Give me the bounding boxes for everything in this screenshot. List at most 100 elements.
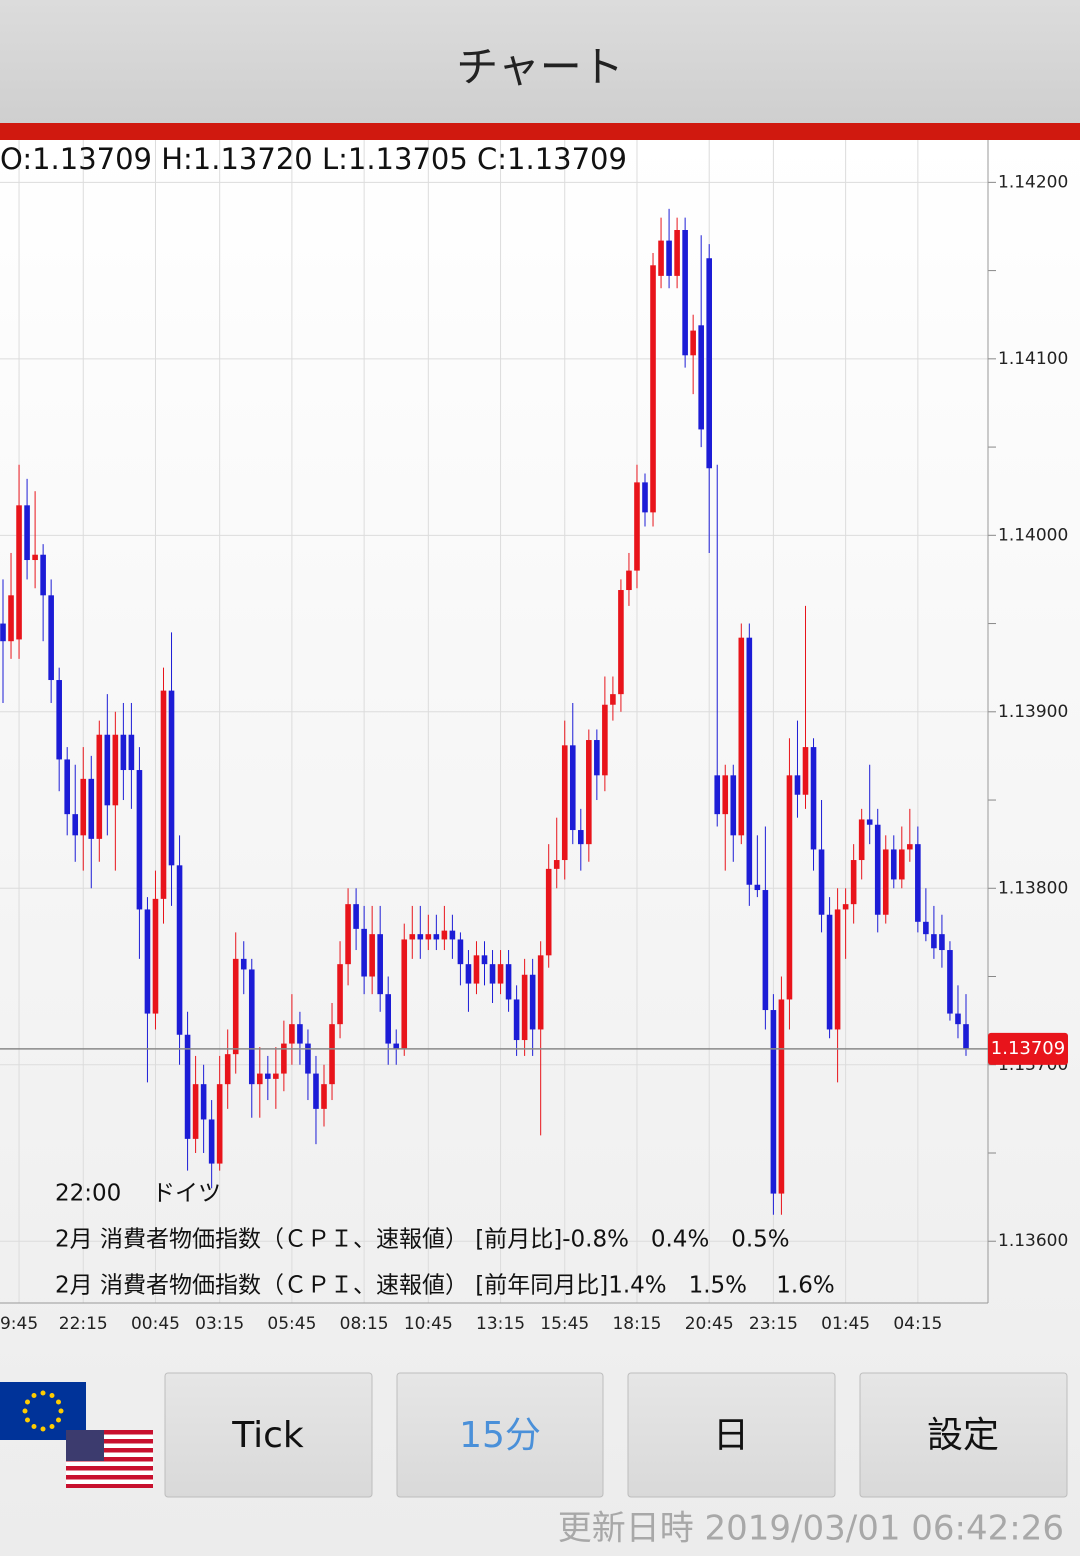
candle-body (561, 745, 568, 861)
candle-body (88, 778, 95, 839)
currency-pair-flags[interactable] (0, 1382, 153, 1488)
candle-body (192, 1084, 199, 1139)
candle-body (353, 904, 359, 929)
candle-body (16, 505, 22, 640)
x-tick-label: 10:45 (404, 1314, 453, 1334)
candle-body (64, 759, 70, 815)
candle-body (610, 694, 616, 705)
candle-body (722, 775, 729, 815)
candle-body (858, 819, 865, 861)
candle-body (329, 1024, 335, 1085)
candle-body (578, 830, 584, 845)
candle-body (545, 868, 552, 956)
candle-body (513, 999, 520, 1041)
candle-body (345, 904, 351, 965)
button-label: 設定 (927, 1415, 999, 1456)
candle-body (634, 482, 640, 571)
tab-button[interactable]: Tick (164, 1372, 373, 1498)
candle-body (369, 934, 375, 977)
candle-body (618, 590, 624, 695)
x-tick-label: 01:45 (821, 1314, 870, 1334)
candle-body (939, 934, 945, 951)
candle-body (786, 775, 793, 1000)
candle-body (208, 1119, 215, 1164)
candle-body (48, 595, 54, 681)
header-title: チャート (456, 43, 624, 92)
candle-body (120, 734, 127, 771)
tab-button[interactable]: 設定 (859, 1372, 1068, 1498)
candle-body (232, 958, 239, 1055)
eu-stars (22, 1390, 64, 1432)
x-tick-label: 13:15 (476, 1314, 525, 1334)
candle-body (32, 554, 38, 561)
header-accent (0, 123, 1080, 140)
candle-body (802, 747, 809, 795)
candle-body (915, 844, 921, 922)
candle-body (497, 964, 504, 984)
candle-body (890, 849, 897, 880)
event-time: 22:00 (55, 1181, 121, 1207)
candle-body (257, 1073, 263, 1085)
candle-body (834, 909, 841, 1030)
candle-body (553, 860, 560, 869)
candle-body (465, 964, 472, 984)
candle-body (874, 824, 881, 915)
button-bg (396, 1372, 604, 1498)
candle-body (417, 934, 424, 940)
button-bg (859, 1372, 1068, 1498)
candle-body (200, 1084, 207, 1120)
candle-body (168, 690, 175, 866)
us-stripes (66, 1430, 153, 1488)
candle-body (80, 778, 87, 836)
candle-body (754, 884, 761, 891)
button-bg (164, 1372, 373, 1498)
candle-body (730, 775, 737, 836)
candle-body (449, 930, 456, 940)
candle-body (738, 637, 745, 836)
candle-body (666, 240, 672, 276)
candle-body (112, 734, 119, 806)
candle-body (377, 934, 383, 995)
candle-body (882, 849, 889, 915)
candle-body (281, 1043, 287, 1074)
x-tick-label: 23:15 (749, 1314, 798, 1334)
candle-body (907, 844, 913, 850)
candle-body (923, 921, 929, 935)
candle-body (955, 1013, 961, 1025)
candle-body (947, 950, 953, 1014)
x-tick-label: 9:45 (0, 1314, 38, 1334)
candle-body (650, 265, 656, 513)
candle-body (337, 964, 343, 1025)
candle-body (393, 1043, 400, 1049)
candle-body (321, 1084, 327, 1109)
button-label: 15分 (459, 1415, 541, 1456)
candle-body (505, 964, 512, 1000)
candle-body (658, 240, 664, 276)
candle-body (457, 939, 464, 965)
candle-body (626, 570, 632, 591)
candle-body (136, 770, 143, 910)
candle-body (176, 865, 183, 1035)
event-country: ドイツ (152, 1181, 221, 1207)
candle-body (104, 734, 111, 806)
chart: 9:45 22:15 00:45 03:15 05:45 08:15 10:45 13:15 1… (0, 140, 1068, 1334)
button-label: Tick (231, 1415, 304, 1456)
candle-body (826, 914, 833, 1030)
candle-body (682, 230, 688, 356)
tab-button[interactable]: 日 (627, 1372, 836, 1498)
tab-button[interactable]: 15分 (396, 1372, 604, 1498)
candle-body (297, 1024, 303, 1044)
candle-body (8, 595, 14, 642)
x-tick-label: 00:45 (131, 1314, 180, 1334)
candle-body (569, 745, 576, 831)
event-line: 2月 消費者物価指数（ＣＰＩ、速報値） [前年同月比]1.4% 1.5% 1.6… (55, 1273, 835, 1299)
candle-body (224, 1054, 231, 1085)
y-tick-label: 1.13600 (998, 1231, 1068, 1251)
candle-body (899, 849, 905, 880)
candle-body (594, 740, 600, 776)
candle-body (866, 819, 873, 825)
candle-body (160, 690, 167, 899)
candle-body (184, 1034, 191, 1139)
candle-body (265, 1073, 271, 1079)
x-tick-label: 20:45 (685, 1314, 734, 1334)
